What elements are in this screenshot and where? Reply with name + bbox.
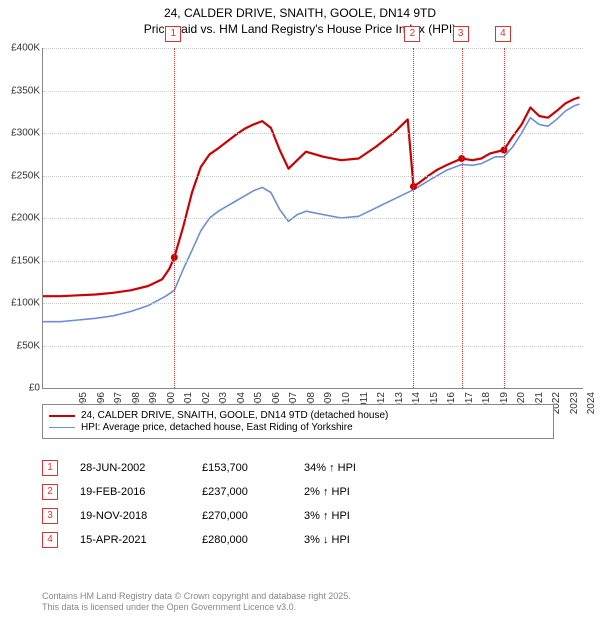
y-tick-label: £300K [0,128,40,139]
series-price_paid [43,97,580,296]
sale-marker-2: 2 [404,26,420,42]
chart-plot-area [42,48,583,389]
table-row: 1 28-JUN-2002 £153,700 34% ↑ HPI [42,460,394,476]
footer-line1: Contains HM Land Registry data © Crown c… [42,591,351,603]
table-pct: 3% ↓ HPI [304,534,394,546]
table-marker: 2 [42,484,58,500]
y-tick-label: £150K [0,255,40,266]
table-pct: 2% ↑ HPI [304,486,394,498]
legend-item: HPI: Average price, detached house, East… [49,422,547,433]
footer-attribution: Contains HM Land Registry data © Crown c… [42,591,351,614]
table-pct: 3% ↑ HPI [304,510,394,522]
y-tick-label: £100K [0,298,40,309]
table-date: 28-JUN-2002 [80,462,180,474]
table-pct: 34% ↑ HPI [304,462,394,474]
sales-table: 1 28-JUN-2002 £153,700 34% ↑ HPI 2 19-FEB-201… [42,452,394,556]
series-hpi [43,104,580,322]
table-row: 3 19-NOV-2018 £270,000 3% ↑ HPI [42,508,394,524]
y-tick-label: £250K [0,170,40,181]
legend: 24, CALDER DRIVE, SNAITH, GOOLE, DN14 9T… [42,404,554,439]
table-date: 15-APR-2021 [80,534,180,546]
table-row: 2 19-FEB-2016 £237,000 2% ↑ HPI [42,484,394,500]
table-price: £270,000 [202,510,282,522]
y-tick-label: £50K [0,340,40,351]
y-tick-label: £200K [0,213,40,224]
legend-label: 24, CALDER DRIVE, SNAITH, GOOLE, DN14 9T… [81,410,388,421]
table-date: 19-FEB-2016 [80,486,180,498]
legend-swatch [49,427,75,428]
sale-marker-4: 4 [495,26,511,42]
x-tick-label: 2024 [586,392,597,432]
legend-label: HPI: Average price, detached house, East… [81,422,353,433]
table-marker: 3 [42,508,58,524]
legend-item: 24, CALDER DRIVE, SNAITH, GOOLE, DN14 9T… [49,410,547,421]
y-tick-label: £350K [0,85,40,96]
table-marker: 4 [42,532,58,548]
table-row: 4 15-APR-2021 £280,000 3% ↓ HPI [42,532,394,548]
y-tick-label: £0 [0,383,40,394]
table-price: £237,000 [202,486,282,498]
table-price: £280,000 [202,534,282,546]
legend-swatch [49,415,75,417]
x-tick-label: 2023 [569,392,580,432]
sale-marker-3: 3 [453,26,469,42]
y-tick-label: £400K [0,43,40,54]
table-date: 19-NOV-2018 [80,510,180,522]
table-price: £153,700 [202,462,282,474]
title-line1: 24, CALDER DRIVE, SNAITH, GOOLE, DN14 9T… [10,6,590,22]
sale-marker-1: 1 [165,26,181,42]
footer-line2: This data is licensed under the Open Gov… [42,602,351,614]
table-marker: 1 [42,460,58,476]
